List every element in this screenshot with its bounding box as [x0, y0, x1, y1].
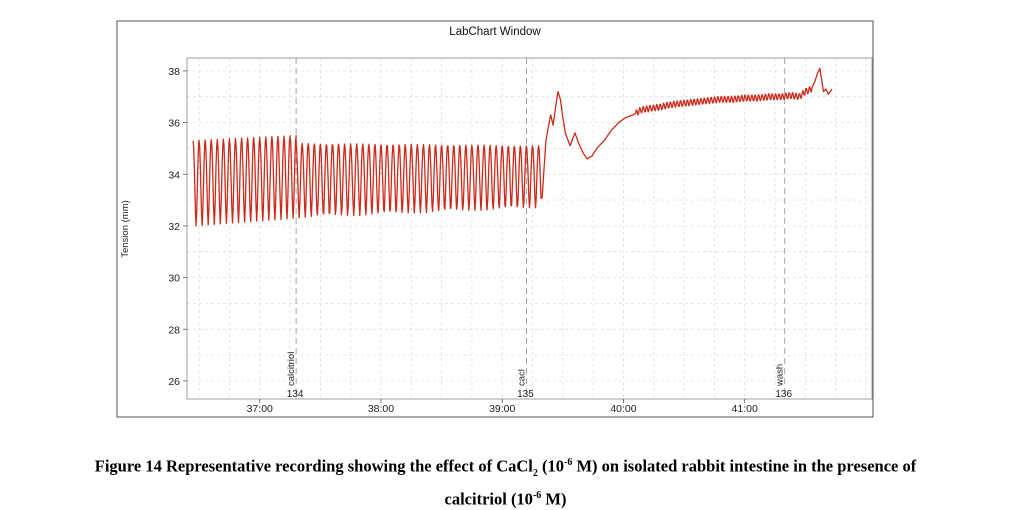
- tension-trace: [192, 67, 833, 227]
- figure-caption: Figure 14 Representative recording showi…: [0, 452, 1011, 510]
- x-tick-label: 40:00: [610, 403, 636, 415]
- comment-label: wash: [775, 364, 786, 387]
- y-tick-label: 34: [168, 169, 180, 181]
- caption-line-1: Figure 14 Representative recording showi…: [94, 456, 917, 479]
- x-tick-label: 38:00: [368, 403, 394, 415]
- window-title: LabChart Window: [449, 26, 541, 38]
- y-tick-label: 32: [168, 221, 180, 233]
- y-tick-label: 36: [168, 118, 180, 130]
- comment-markers: calcitriol 134 cacl 135 wash 136: [286, 58, 792, 400]
- comment-number: 136: [775, 389, 792, 400]
- x-tick-label: 41:00: [732, 403, 758, 415]
- x-axis-ticks: 37:00 38:00 39:00 40:00 41:00: [247, 399, 758, 415]
- comment-label: calcitriol: [286, 352, 297, 386]
- x-tick-label: 39:00: [489, 403, 515, 415]
- comment-number: 135: [517, 389, 534, 400]
- x-tick-label: 37:00: [247, 403, 273, 415]
- comment-label: cacl: [516, 369, 527, 386]
- plot-area-border: [186, 57, 873, 400]
- y-tick-label: 28: [168, 324, 180, 336]
- y-tick-label: 38: [168, 66, 180, 78]
- window-frame: [116, 20, 874, 418]
- y-axis-ticks: 26 28 30 32 34 36 38: [168, 66, 187, 388]
- y-tick-label: 26: [168, 376, 180, 388]
- y-axis-label: Tension (mm): [120, 200, 131, 258]
- y-tick-label: 30: [168, 273, 180, 285]
- labchart-window: LabChart Window calcitriol 134 cacl 135 wash…: [116, 20, 874, 418]
- grid-lines: [187, 58, 872, 399]
- comment-number: 134: [287, 389, 304, 400]
- caption-line-2: calcitriol (10-6 M): [444, 489, 567, 509]
